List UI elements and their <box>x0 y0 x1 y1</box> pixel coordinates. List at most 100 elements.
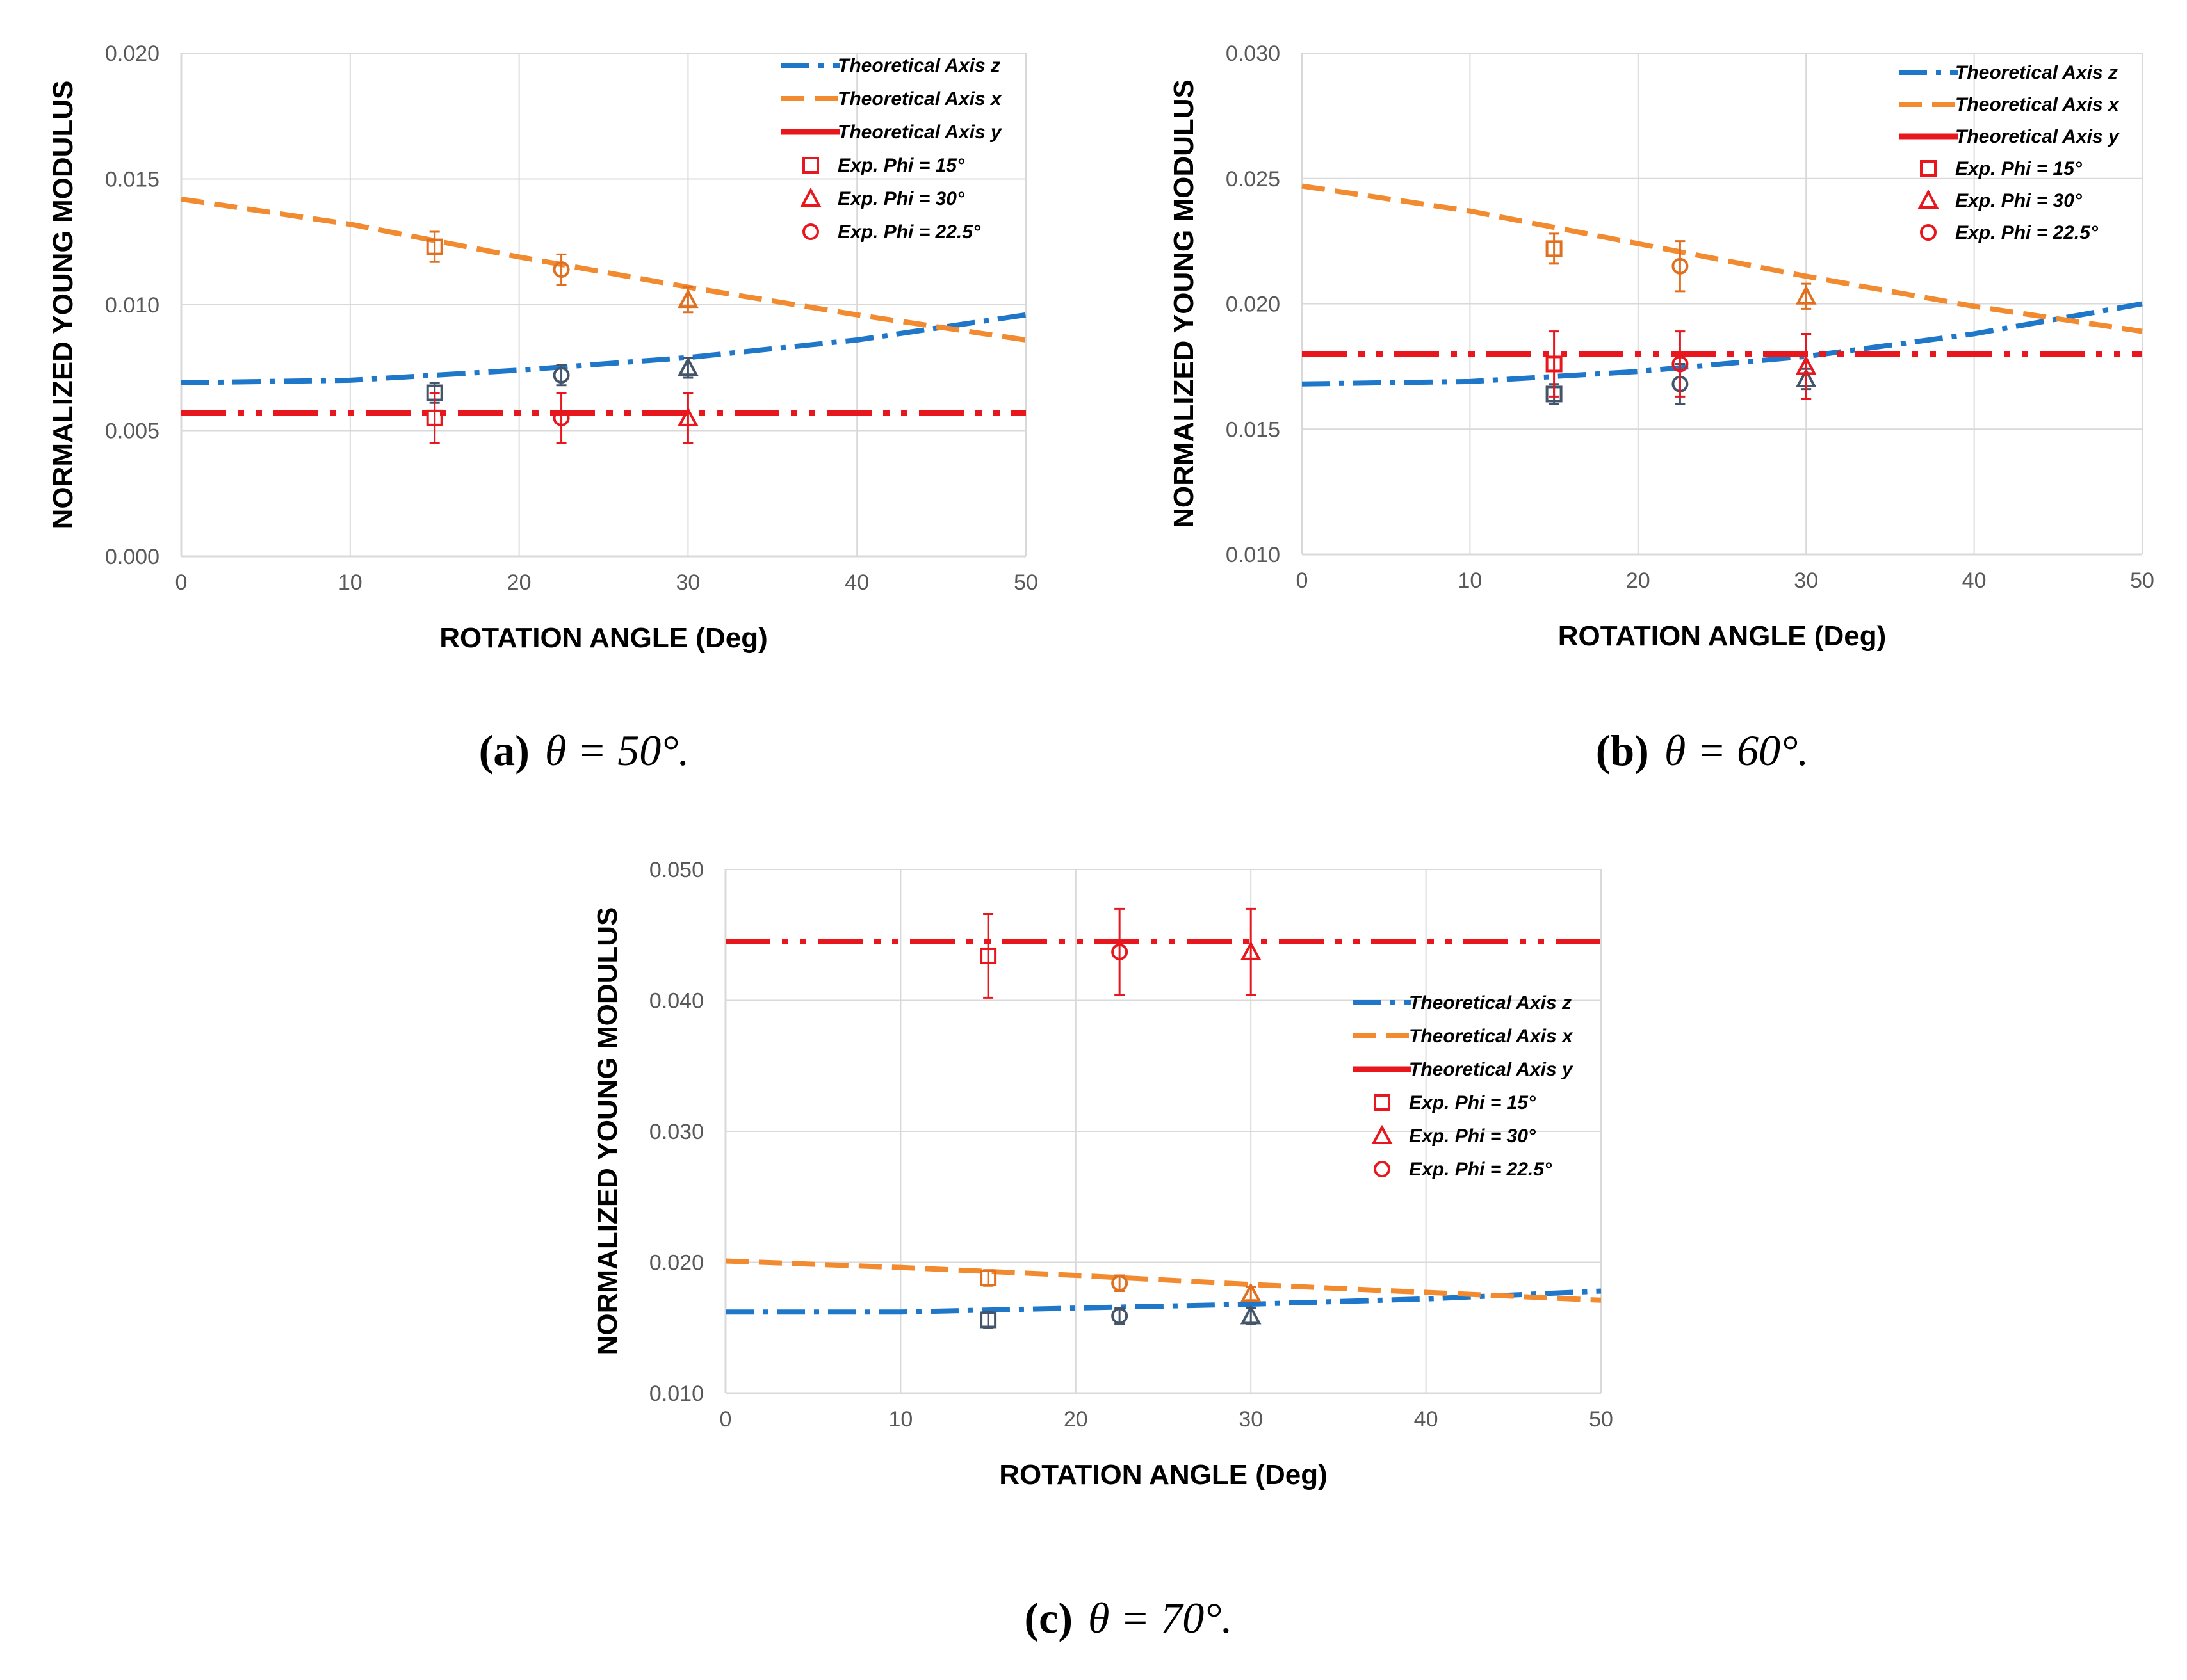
y-tick-label: 0.050 <box>649 858 704 882</box>
legend: Theoretical Axis z Theoretical Axis x Theo… <box>1899 62 2120 243</box>
legend-label: Theoretical Axis z <box>838 55 1000 76</box>
x-tick-label: 30 <box>1794 569 1818 593</box>
data-point-triangle <box>1240 1305 1262 1325</box>
legend: Theoretical Axis z Theoretical Axis x Theo… <box>781 55 1002 243</box>
y-tick-label: 0.010 <box>649 1382 704 1406</box>
legend-label: Exp. Phi = 30° <box>838 188 965 209</box>
caption-text: θ = 70°. <box>1088 1594 1232 1642</box>
legend-marker-triangle <box>800 187 822 207</box>
x-tick-label: 30 <box>676 570 700 595</box>
data-point-circle <box>553 261 570 278</box>
series-line-theoretical-axis-z <box>726 1288 1602 1315</box>
data-point-square <box>980 947 997 964</box>
legend-label: Theoretical Axis z <box>1409 992 1572 1014</box>
y-axis-label: NORMALIZED YOUNG MODULUS <box>47 81 79 529</box>
legend-label: Theoretical Axis y <box>1955 126 2120 147</box>
data-point-triangle <box>678 407 699 426</box>
legend-marker-square <box>1374 1094 1390 1111</box>
x-tick-label: 40 <box>1414 1407 1438 1432</box>
x-tick-label: 10 <box>338 570 362 595</box>
caption-text: θ = 50°. <box>545 726 689 775</box>
data-point-square <box>426 238 443 255</box>
legend-label: Theoretical Axis y <box>838 122 1002 143</box>
x-axis-label: ROTATION ANGLE (Deg) <box>439 622 767 654</box>
x-tick-label: 40 <box>845 570 869 595</box>
legend-label: Exp. Phi = 22.5° <box>1955 222 2099 243</box>
legend-label: Exp. Phi = 22.5° <box>1409 1159 1552 1180</box>
x-tick-label: 0 <box>1296 569 1308 593</box>
y-tick-label: 0.040 <box>649 989 704 1014</box>
caption-label: (c) <box>1025 1594 1073 1642</box>
y-tick-label: 0.010 <box>105 293 159 318</box>
legend-marker-square <box>802 157 819 174</box>
chart-panel-c: 0 10 20 30 40 50 0.010 0.020 0.030 0.040 0.050 ROTA… <box>592 858 1613 1642</box>
legend-label: Exp. Phi = 22.5° <box>838 222 981 243</box>
panel-caption: (a) θ = 50°. <box>479 726 690 775</box>
y-tick-label: 0.020 <box>1226 293 1280 317</box>
caption-label: (b) <box>1596 726 1649 775</box>
x-tick-label: 50 <box>1589 1407 1613 1432</box>
x-tick-label: 20 <box>507 570 532 595</box>
x-tick-label: 20 <box>1064 1407 1088 1432</box>
legend-marker-circle <box>1920 224 1937 241</box>
data-point-circle <box>553 409 570 426</box>
chart-panel-a: 0 10 20 30 40 50 0.000 0.005 0.010 0.015 0.020 ROTA… <box>47 42 1038 775</box>
y-axis-label: NORMALIZED YOUNG MODULUS <box>1168 79 1199 528</box>
x-tick-label: 20 <box>1626 569 1650 593</box>
legend-label: Exp. Phi = 15° <box>1409 1092 1536 1113</box>
y-tick-label: 0.030 <box>649 1120 704 1144</box>
series-line-theoretical-axis-x <box>181 196 1027 343</box>
legend-marker-circle <box>1374 1161 1390 1177</box>
series-line-theoretical-axis-x <box>1301 183 2143 334</box>
y-axis-label: NORMALIZED YOUNG MODULUS <box>592 907 623 1356</box>
data-point-circle <box>1111 1275 1128 1292</box>
data-point-triangle <box>678 288 699 309</box>
data-point-square <box>426 409 443 426</box>
x-axis-label: ROTATION ANGLE (Deg) <box>999 1459 1327 1490</box>
data-point-triangle <box>1795 355 1817 375</box>
data-point-square <box>980 1270 997 1287</box>
x-axis-label: ROTATION ANGLE (Deg) <box>1558 620 1886 652</box>
data-point-circle <box>553 367 570 384</box>
y-tick-label: 0.000 <box>105 545 159 569</box>
caption-label: (a) <box>479 726 530 775</box>
y-tick-label: 0.020 <box>105 42 159 66</box>
data-point-triangle <box>1795 285 1817 305</box>
panel-caption: (b) θ = 60°. <box>1596 726 1809 775</box>
data-point-square <box>980 1311 997 1329</box>
x-tick-label: 50 <box>1014 570 1038 595</box>
x-tick-label: 0 <box>720 1407 732 1432</box>
data-point-circle <box>1111 1307 1128 1325</box>
legend-label: Exp. Phi = 15° <box>838 155 965 176</box>
data-point-circle <box>1671 257 1689 275</box>
legend-label: Theoretical Axis z <box>1955 62 2118 83</box>
chart-panel-b: 0 10 20 30 40 50 0.010 0.015 0.020 0.025 0.030 ROTA… <box>1168 42 2154 775</box>
legend-label: Theoretical Axis x <box>1409 1026 1573 1047</box>
x-tick-label: 0 <box>175 570 188 595</box>
legend-label: Exp. Phi = 30° <box>1955 190 2083 211</box>
data-point-square <box>1545 355 1563 373</box>
series-line-theoretical-axis-z <box>181 312 1027 385</box>
caption-text: θ = 60°. <box>1664 726 1809 775</box>
x-tick-label: 50 <box>2130 569 2154 593</box>
data-point-triangle <box>678 357 699 376</box>
x-tick-label: 10 <box>1458 569 1482 593</box>
y-tick-label: 0.010 <box>1226 543 1280 567</box>
legend-label: Theoretical Axis y <box>1409 1059 1573 1080</box>
legend-marker-triangle <box>1371 1124 1393 1144</box>
legend-label: Theoretical Axis x <box>838 88 1002 109</box>
series-line-theoretical-axis-z <box>1301 301 2143 387</box>
y-tick-label: 0.015 <box>1226 417 1280 442</box>
data-point-square <box>1545 240 1563 257</box>
x-tick-label: 30 <box>1239 1407 1263 1432</box>
y-tick-label: 0.030 <box>1226 42 1280 66</box>
data-point-circle <box>1111 943 1128 960</box>
legend-label: Theoretical Axis x <box>1955 94 2120 115</box>
data-point-triangle <box>1240 941 1262 960</box>
data-point-triangle <box>1240 1282 1262 1302</box>
y-tick-label: 0.005 <box>105 419 159 444</box>
legend-label: Exp. Phi = 15° <box>1955 158 2083 179</box>
panel-caption: (c) θ = 70°. <box>1025 1594 1233 1642</box>
y-tick-label: 0.025 <box>1226 167 1280 191</box>
